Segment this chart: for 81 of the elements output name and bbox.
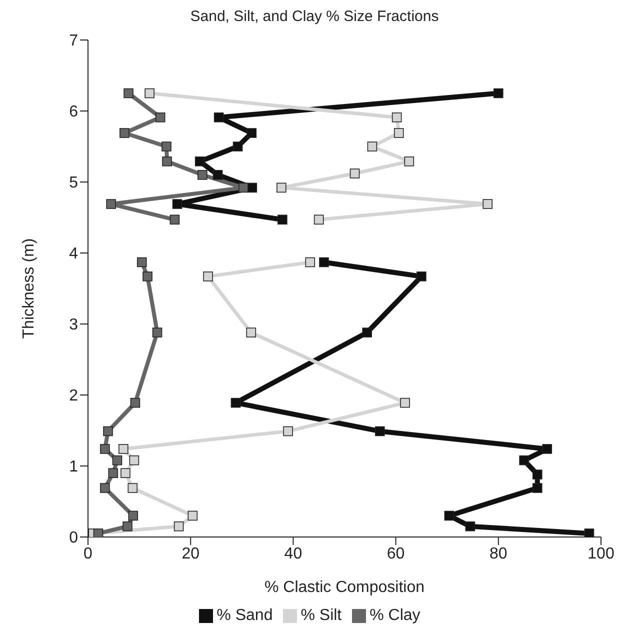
y-axis-title: Thickness (m) xyxy=(20,238,38,339)
point xyxy=(198,170,208,180)
point xyxy=(108,468,118,478)
point xyxy=(162,142,172,152)
point xyxy=(394,128,404,138)
point xyxy=(152,328,162,338)
point xyxy=(142,272,152,282)
point xyxy=(136,257,147,268)
x-tick-label: 80 xyxy=(490,545,508,562)
point xyxy=(174,521,184,532)
point xyxy=(444,510,454,521)
point xyxy=(212,170,223,180)
y-tick-label: 4 xyxy=(69,246,78,263)
point xyxy=(230,398,241,408)
point xyxy=(465,521,476,532)
point xyxy=(494,88,504,98)
x-tick-label: 40 xyxy=(284,545,302,562)
point xyxy=(532,470,542,480)
point xyxy=(404,156,414,166)
point xyxy=(400,398,410,408)
x-tick-label: 100 xyxy=(588,545,614,562)
point xyxy=(130,398,140,408)
point xyxy=(188,510,198,521)
legend-label: % Sand xyxy=(216,607,273,624)
point xyxy=(100,483,110,493)
legend-label: % Clay xyxy=(370,607,420,624)
point xyxy=(112,455,122,466)
point xyxy=(246,128,257,138)
point xyxy=(246,328,256,338)
point xyxy=(120,468,130,478)
point xyxy=(124,88,134,98)
point xyxy=(482,199,493,209)
point xyxy=(129,455,140,466)
x-tick-label: 60 xyxy=(386,545,405,562)
chart-title: Sand, Silt, and Clay % Size Fractions xyxy=(189,8,440,25)
point xyxy=(319,257,329,268)
point xyxy=(350,168,360,178)
point xyxy=(144,88,154,98)
y-tick-label: 5 xyxy=(69,174,78,192)
y-tick-label: 7 xyxy=(69,32,78,50)
point xyxy=(305,257,316,268)
y-tick-label: 6 xyxy=(69,104,78,121)
point xyxy=(276,182,286,193)
point xyxy=(122,521,132,532)
y-tick-label: 1 xyxy=(69,458,78,476)
y-tick-label: 3 xyxy=(69,316,78,334)
point xyxy=(238,182,248,193)
point xyxy=(128,510,138,521)
point xyxy=(162,156,172,166)
point xyxy=(584,528,594,537)
point xyxy=(362,328,372,338)
x-tick-label: 20 xyxy=(182,545,200,562)
point xyxy=(367,142,378,152)
point xyxy=(203,272,213,282)
legend-label: % Silt xyxy=(300,607,342,624)
point xyxy=(128,483,138,493)
point xyxy=(172,199,182,209)
point xyxy=(416,272,426,282)
point xyxy=(93,528,104,537)
y-tick-label: 0 xyxy=(69,530,78,547)
point xyxy=(214,112,224,122)
point xyxy=(103,426,113,436)
point xyxy=(392,112,402,122)
point xyxy=(542,444,552,454)
point xyxy=(118,444,128,454)
point xyxy=(374,426,385,436)
point xyxy=(232,142,243,152)
point xyxy=(194,156,205,166)
point xyxy=(278,214,288,225)
point xyxy=(170,214,180,225)
point xyxy=(532,483,542,493)
point xyxy=(120,128,130,138)
point xyxy=(283,426,293,436)
point xyxy=(106,199,116,209)
point xyxy=(100,444,110,454)
point xyxy=(314,214,324,225)
x-axis-title: % Clastic Composition xyxy=(264,579,425,596)
x-tick-label: 0 xyxy=(84,545,93,562)
point xyxy=(519,455,529,466)
y-tick-label: 2 xyxy=(69,388,78,405)
point xyxy=(155,112,166,122)
